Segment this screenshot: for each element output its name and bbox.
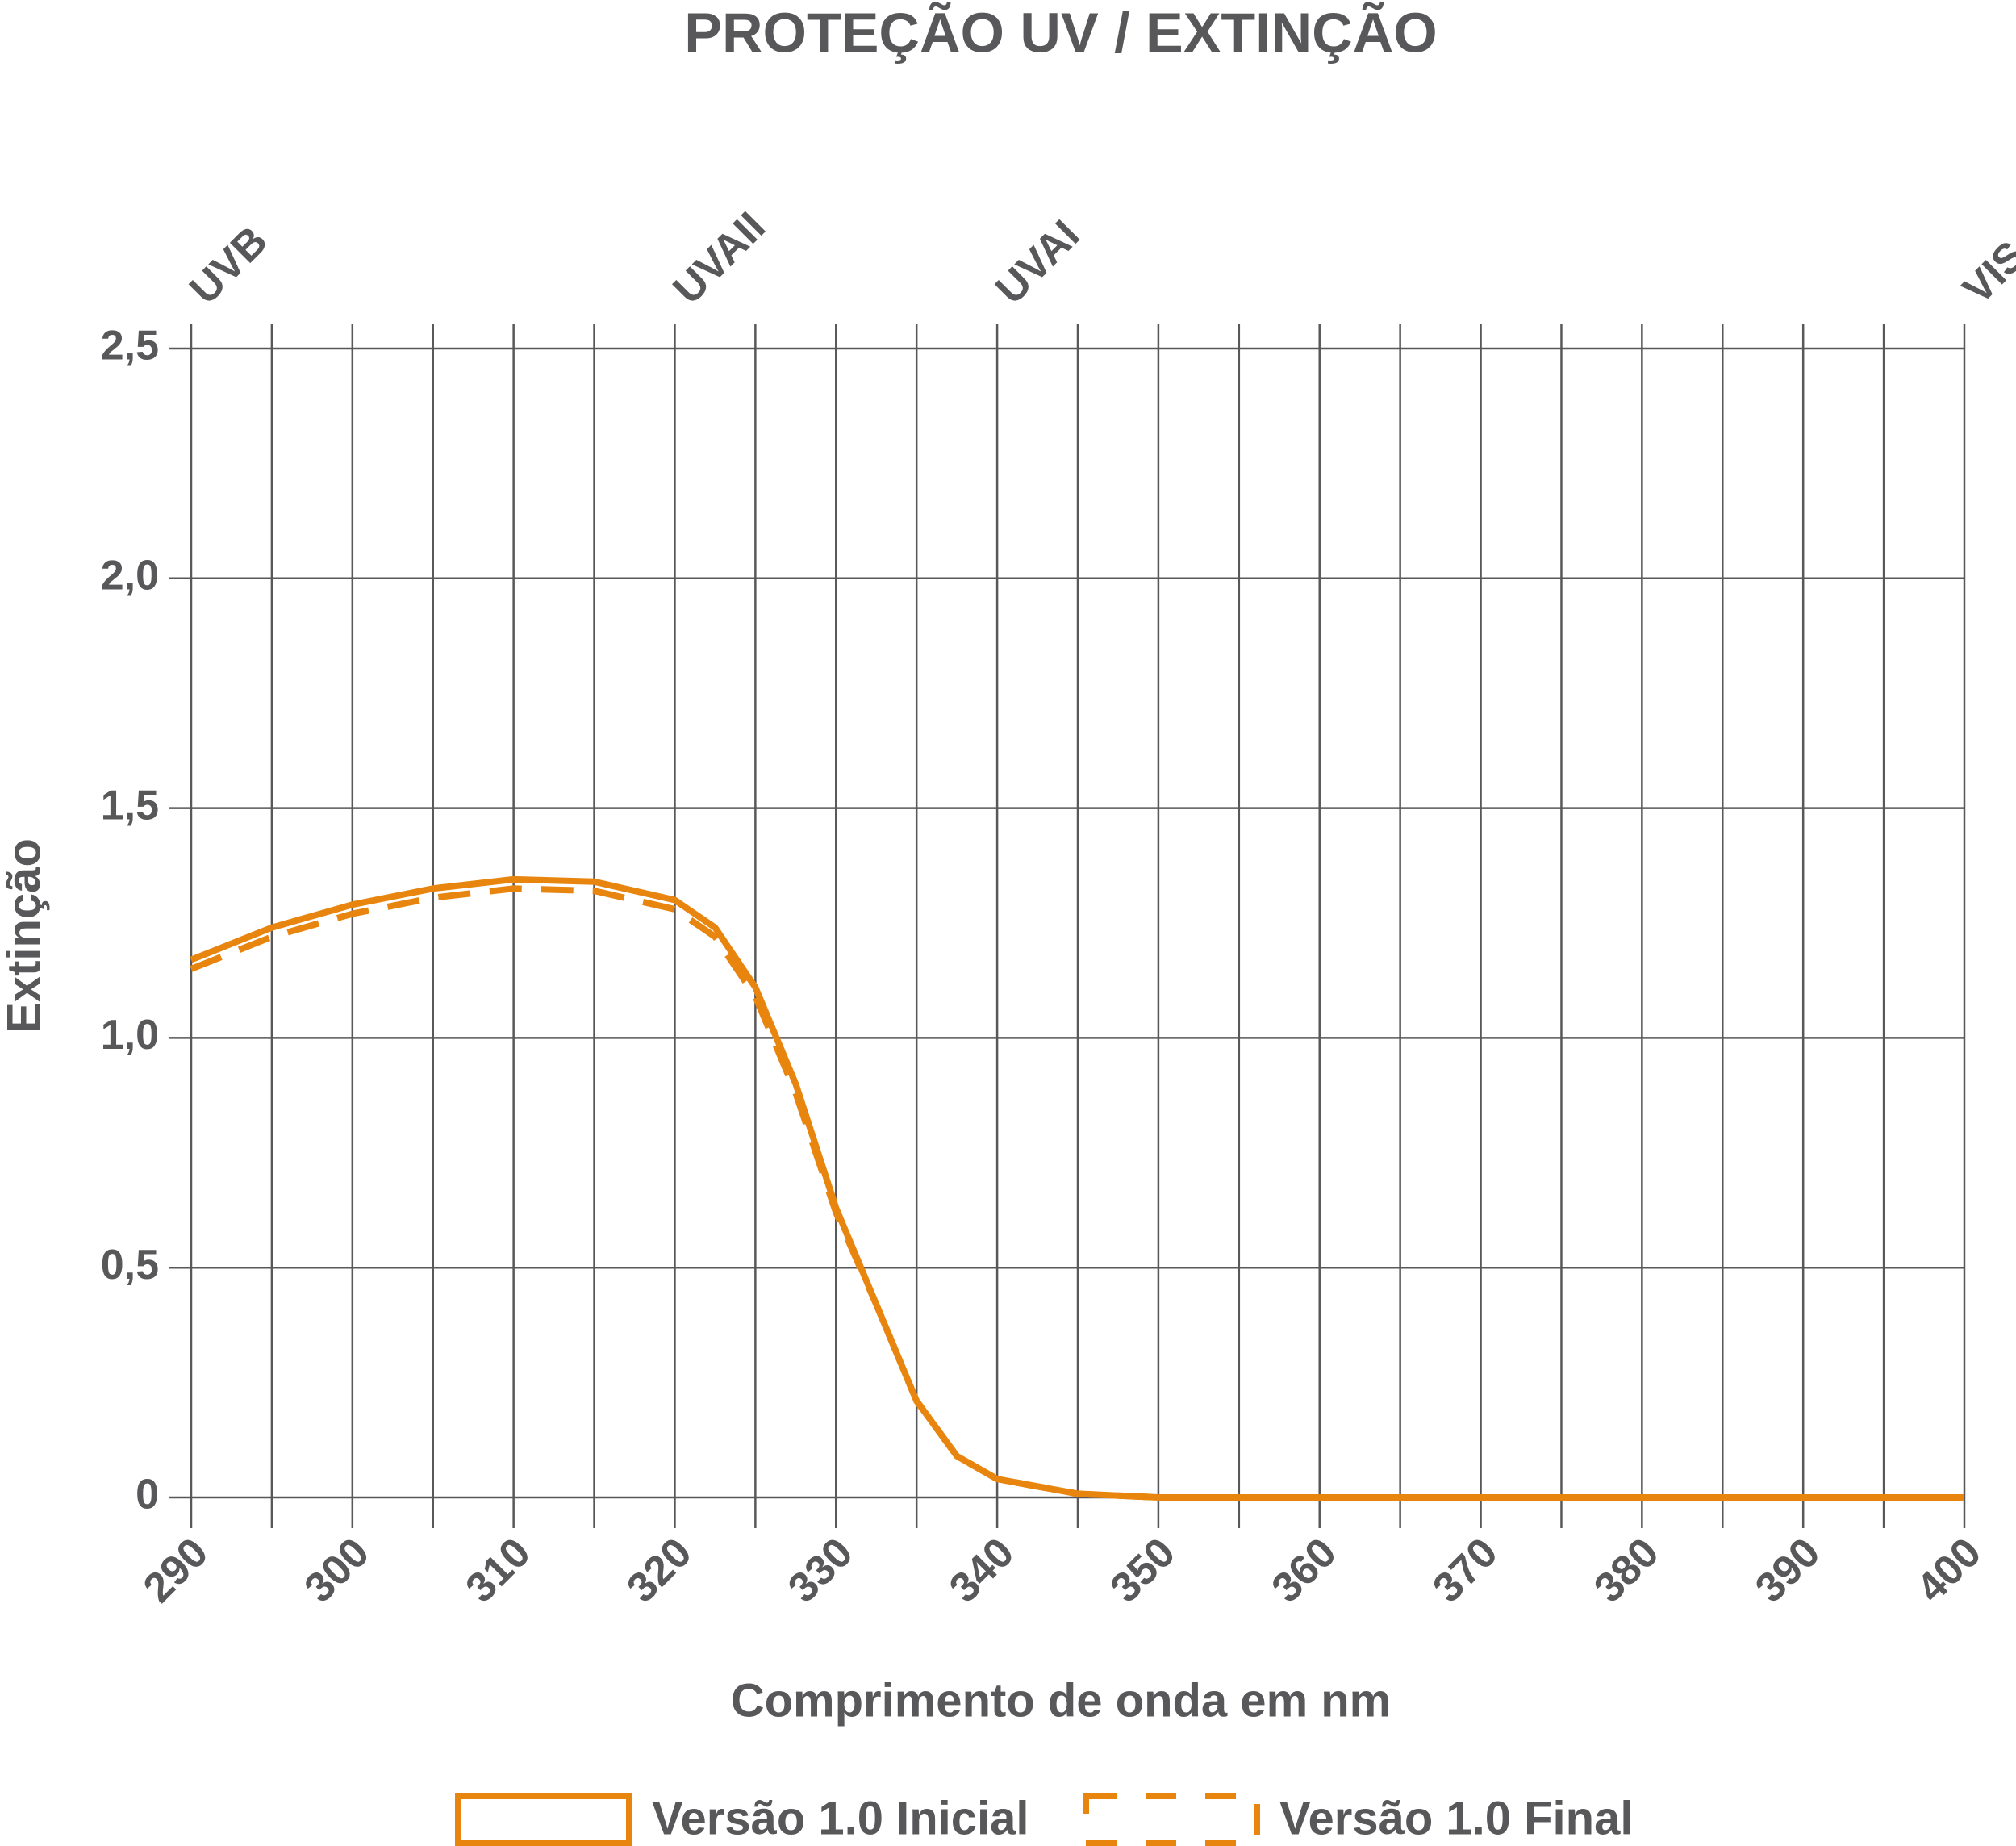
x-tick-label: 380 [1585, 1529, 1667, 1611]
x-tick-label: 320 [618, 1529, 700, 1611]
y-tick-label: 1,5 [101, 782, 159, 829]
x-tick-label: 360 [1263, 1529, 1346, 1611]
series-line [190, 885, 1964, 1501]
x-tick-label: 290 [135, 1529, 217, 1611]
legend-label: Versão 1.0 Final [1279, 1792, 1633, 1844]
x-tick-label: 350 [1102, 1529, 1184, 1611]
x-axis-label: Comprimento de onda em nm [731, 1674, 1392, 1727]
x-tick-label: 330 [779, 1529, 862, 1611]
y-axis-label: Extinção [0, 838, 50, 1034]
y-tick-label: 2,5 [101, 323, 159, 370]
x-tick-label: 310 [457, 1529, 539, 1611]
region-label: UVAII [665, 203, 774, 313]
x-tick-label: 390 [1747, 1529, 1829, 1611]
x-tick-label: 400 [1908, 1529, 1990, 1611]
x-tick-label: 340 [941, 1529, 1023, 1611]
x-tick-label: 370 [1424, 1529, 1506, 1611]
region-label: UVAI [987, 211, 1088, 313]
y-tick-label: 1,0 [101, 1012, 159, 1059]
region-label: VIS [1954, 232, 2016, 313]
y-tick-label: 2,0 [101, 553, 159, 599]
legend-swatch [1083, 1793, 1260, 1846]
y-tick-label: 0,5 [101, 1242, 159, 1288]
legend-label: Versão 1.0 Inicial [652, 1792, 1029, 1844]
x-tick-label: 300 [296, 1529, 378, 1611]
y-tick-label: 0 [136, 1472, 159, 1518]
chart-title: PROTEÇÃO UV / EXTINÇÃO [684, 1, 1437, 64]
legend-swatch [455, 1793, 632, 1846]
region-label: UVB [181, 218, 277, 314]
